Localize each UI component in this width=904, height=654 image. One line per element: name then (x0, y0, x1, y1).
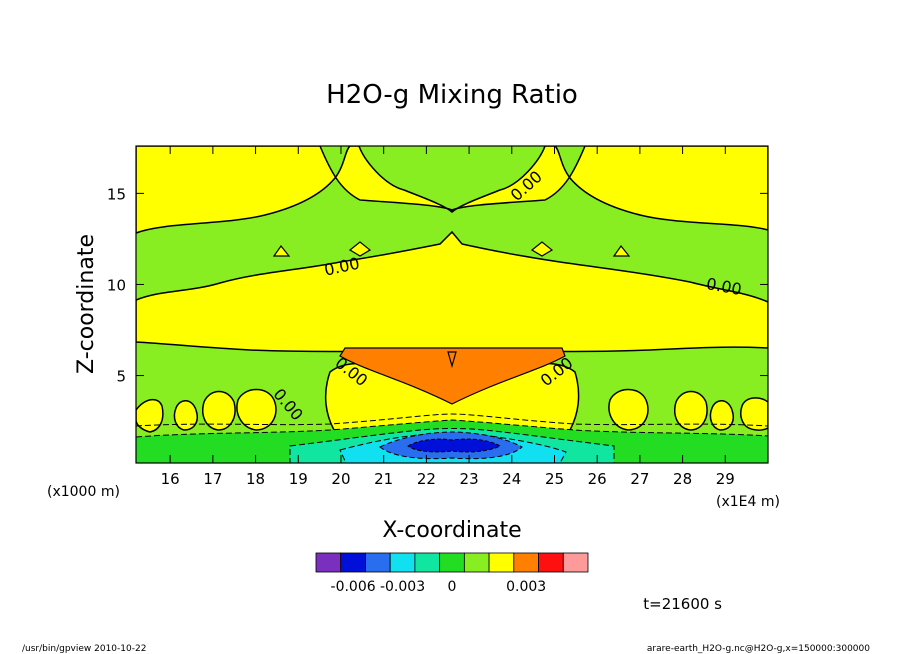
x-units-left: (x1000 m) (47, 484, 120, 500)
y-axis-label: Z-coordinate (74, 234, 99, 374)
y-axis: 5 10 15 (107, 185, 768, 386)
region-island-1 (272, 244, 291, 257)
x-tick-label: 18 (246, 470, 265, 488)
region-cell-right-4 (739, 397, 768, 431)
colorbar-tick-label: -0.003 (380, 579, 425, 595)
x-tick-label: 24 (502, 470, 521, 488)
footer-left: /usr/bin/gpview 2010-10-22 (22, 644, 146, 654)
region-island-2 (348, 241, 372, 257)
colorbar-tick-label: 0.003 (506, 579, 546, 595)
x-tick-label: 22 (417, 470, 436, 488)
colorbar-swatch (365, 552, 391, 573)
chart-title: H2O-g Mixing Ratio (326, 80, 578, 110)
colorbar-swatch (389, 552, 416, 573)
x-tick-label: 19 (289, 470, 308, 488)
region-upper-yellow (136, 146, 768, 234)
colorbar-swatch (315, 552, 342, 573)
region-island-4 (612, 244, 631, 257)
contour-negative-dashed (136, 413, 768, 427)
region-cell-left-3 (202, 390, 236, 431)
colorbar-swatch (439, 552, 465, 573)
colorbar-swatch (340, 552, 366, 573)
x-tick-label: 29 (716, 470, 735, 488)
colorbar-swatch (562, 552, 589, 573)
x-tick-label: 21 (374, 470, 393, 488)
colorbar (315, 552, 589, 573)
region-lower-darkblue (407, 438, 502, 453)
x-axis: 16 17 18 19 20 21 22 23 24 25 26 27 28 29 (161, 146, 735, 488)
colorbar-swatch (513, 552, 539, 573)
colorbar-ticks: -0.006 -0.003 0 0.003 (331, 579, 547, 595)
region-cell-left-4 (236, 388, 277, 431)
colorbar-swatch (538, 552, 564, 573)
region-cell-right-1 (608, 388, 649, 431)
colorbar-swatch (488, 552, 515, 573)
x-tick-label: 25 (545, 470, 564, 488)
x-tick-label: 26 (588, 470, 607, 488)
plot-frame (135, 145, 769, 464)
time-label: t=21600 s (643, 595, 722, 613)
region-cell-right-3 (709, 400, 734, 431)
y-tick-label: 15 (107, 185, 126, 203)
contour-field (136, 146, 768, 463)
x-tick-label: 23 (460, 470, 479, 488)
region-cell-left-2 (173, 400, 198, 431)
region-island-3 (530, 241, 554, 257)
colorbar-tick-label: 0 (448, 579, 457, 595)
x-tick-label: 16 (161, 470, 180, 488)
y-tick-label: 5 (116, 368, 126, 386)
colorbar-swatch (414, 552, 441, 573)
x-axis-label: X-coordinate (382, 518, 521, 543)
x-units-right: (x1E4 m) (716, 494, 780, 510)
colorbar-tick-label: -0.006 (331, 579, 376, 595)
region-cell-right-2 (674, 390, 708, 431)
region-orange-cap (339, 347, 566, 405)
footer-right: arare-earth_H2O-g.nc@H2O-g,x=150000:3000… (647, 644, 870, 654)
y-tick-label: 10 (107, 276, 126, 294)
x-tick-label: 27 (630, 470, 649, 488)
x-tick-label: 20 (331, 470, 350, 488)
colorbar-swatch (463, 552, 490, 573)
x-tick-label: 28 (673, 470, 692, 488)
x-tick-label: 17 (203, 470, 222, 488)
region-cell-left-1 (136, 398, 164, 433)
